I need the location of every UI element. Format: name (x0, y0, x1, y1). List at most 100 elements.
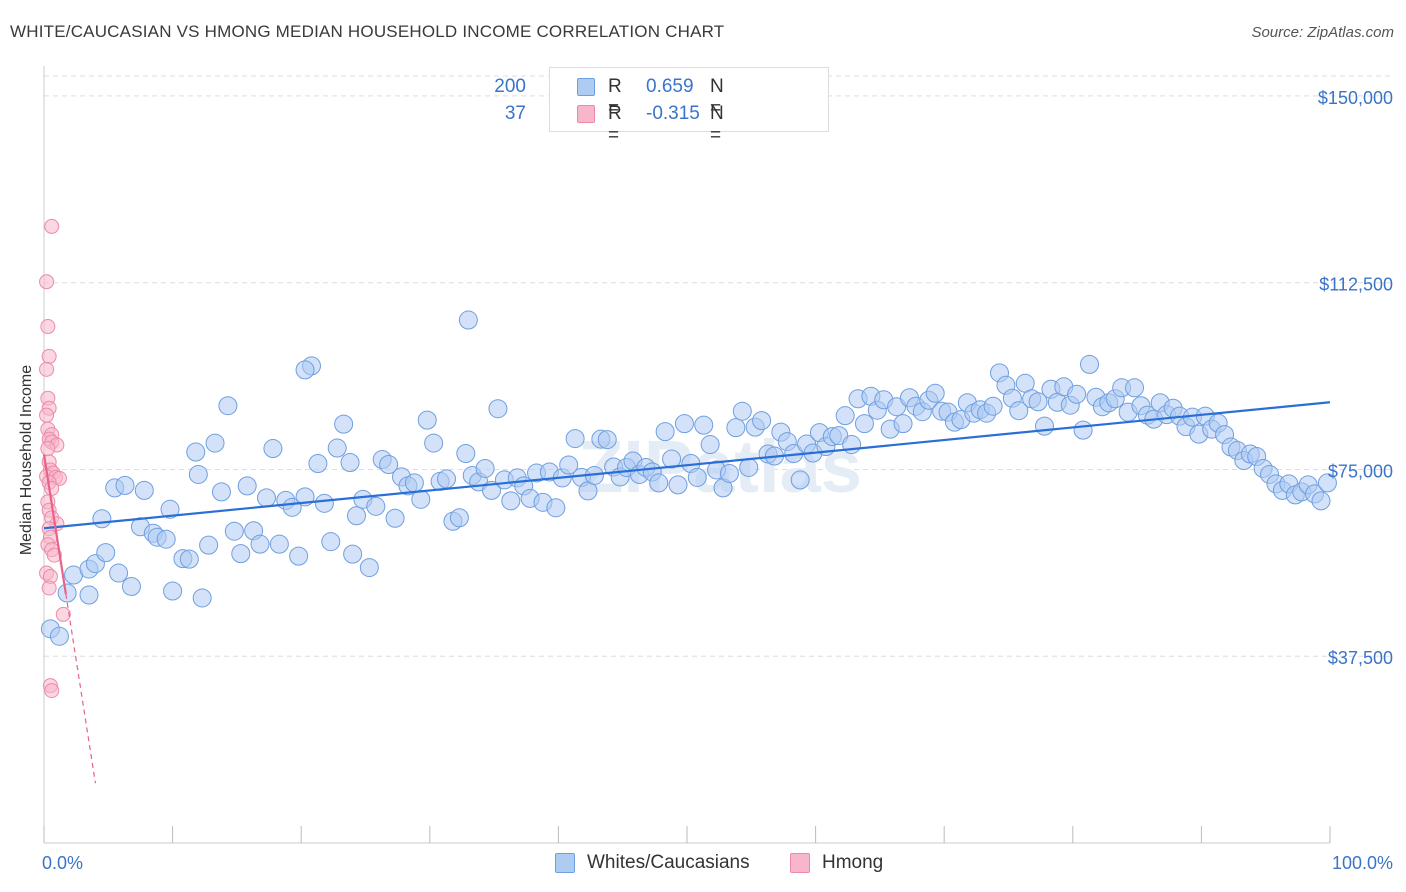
white-caucasian-point (1009, 401, 1029, 421)
white-caucasian-point (1028, 392, 1048, 412)
white-caucasian-point (649, 473, 669, 493)
white-caucasian-point (237, 476, 257, 496)
white-caucasian-point (49, 626, 69, 646)
white-caucasian-point (1125, 378, 1145, 398)
bottom-legend-swatch-hmong (790, 853, 810, 873)
white-caucasian-trend-line (43, 401, 1331, 530)
white-caucasian-point (379, 454, 399, 474)
white-caucasian-point (488, 399, 508, 419)
white-caucasian-point (188, 464, 208, 484)
legend-swatch-hmong (577, 105, 595, 123)
hmong-point (55, 606, 71, 622)
white-caucasian-point (655, 422, 675, 442)
white-caucasian-point (726, 418, 746, 438)
white-caucasian-point (424, 433, 444, 453)
white-caucasian-point (385, 508, 405, 528)
white-caucasian-point (1080, 354, 1100, 374)
white-caucasian-point (134, 480, 154, 500)
white-caucasian-point (458, 310, 478, 330)
hmong-point (46, 547, 62, 563)
white-caucasian-point (687, 467, 707, 487)
y-tick-label: $112,500 (1319, 275, 1393, 295)
white-caucasian-point (179, 549, 199, 569)
legend-r-value: -0.315 (646, 103, 700, 124)
hmong-point (44, 480, 60, 496)
white-caucasian-point (597, 430, 617, 450)
white-caucasian-point (925, 383, 945, 403)
hmong-point (44, 683, 60, 699)
white-caucasian-point (559, 455, 579, 475)
white-caucasian-point (456, 444, 476, 464)
white-caucasian-point (790, 470, 810, 490)
white-caucasian-point (343, 544, 363, 564)
hmong-point (44, 218, 60, 234)
y-tick-label: $75,000 (1328, 461, 1393, 481)
legend-r-label: R = (608, 76, 622, 119)
grid-lines (44, 75, 1392, 657)
legend-n-value: 200 (494, 76, 526, 97)
white-caucasian-point (404, 473, 424, 493)
white-caucasian-point (121, 577, 141, 597)
hmong-point (39, 407, 55, 423)
hmong-point (40, 319, 56, 335)
white-caucasian-point (295, 360, 315, 380)
white-caucasian-point (327, 438, 347, 458)
white-caucasian-point (752, 411, 772, 431)
white-caucasian-point (1035, 416, 1055, 436)
legend-n-label: N = (710, 103, 724, 146)
white-caucasian-point (263, 439, 283, 459)
white-caucasian-point (79, 585, 99, 605)
white-caucasian-point (501, 491, 521, 511)
white-caucasian-point (739, 457, 759, 477)
white-caucasian-point (163, 581, 183, 601)
white-caucasian-point (437, 469, 457, 489)
white-caucasian-point (893, 414, 913, 434)
white-caucasian-point (199, 535, 219, 555)
white-caucasian-point (205, 433, 225, 453)
white-caucasian-point (1073, 420, 1093, 440)
data-points (39, 218, 1337, 699)
legend-n-label: N = (710, 76, 724, 119)
legend-r-value: 0.659 (646, 76, 694, 97)
hmong-point (41, 580, 57, 596)
tick-labels: $37,500 $75,000 $112,500 $150,000 0.0% 100.0% (42, 88, 1393, 873)
white-caucasian-point (211, 482, 231, 502)
white-caucasian-point (250, 534, 270, 554)
legend-n-value: 37 (504, 103, 526, 124)
trend-lines (42, 401, 1331, 784)
hmong-point (39, 361, 55, 377)
white-caucasian-point (269, 534, 289, 554)
white-caucasian-point (334, 414, 354, 434)
hmong-point (40, 441, 56, 457)
white-caucasian-point (1317, 473, 1337, 493)
white-caucasian-point (160, 499, 180, 519)
y-tick-label: $37,500 (1328, 648, 1393, 668)
bottom-legend-label-whites: Whites/Caucasians (587, 852, 750, 873)
source-credit: Source: ZipAtlas.com (1251, 24, 1394, 41)
white-caucasian-point (417, 410, 437, 430)
white-caucasian-point (115, 475, 135, 495)
white-caucasian-point (96, 543, 116, 563)
white-caucasian-point (57, 583, 77, 603)
white-caucasian-point (231, 544, 251, 564)
white-caucasian-point (668, 475, 688, 495)
legend-swatch-whites (577, 78, 595, 96)
white-caucasian-point (475, 458, 495, 478)
white-caucasian-point (700, 435, 720, 455)
white-caucasian-point (449, 508, 469, 528)
white-caucasian-point (732, 401, 752, 421)
white-caucasian-point (346, 506, 366, 526)
hmong-trend-line-extended (65, 593, 97, 784)
white-caucasian-point (308, 453, 328, 473)
white-caucasian-point (256, 488, 276, 508)
x-tick-label: 100.0% (1332, 853, 1393, 873)
hmong-trend-line (42, 454, 67, 595)
white-caucasian-point (565, 429, 585, 449)
white-caucasian-point (1311, 491, 1331, 511)
white-caucasian-point (218, 396, 238, 416)
white-caucasian-point (694, 415, 714, 435)
white-caucasian-point (411, 489, 431, 509)
white-caucasian-point (842, 435, 862, 455)
white-caucasian-point (192, 588, 212, 608)
